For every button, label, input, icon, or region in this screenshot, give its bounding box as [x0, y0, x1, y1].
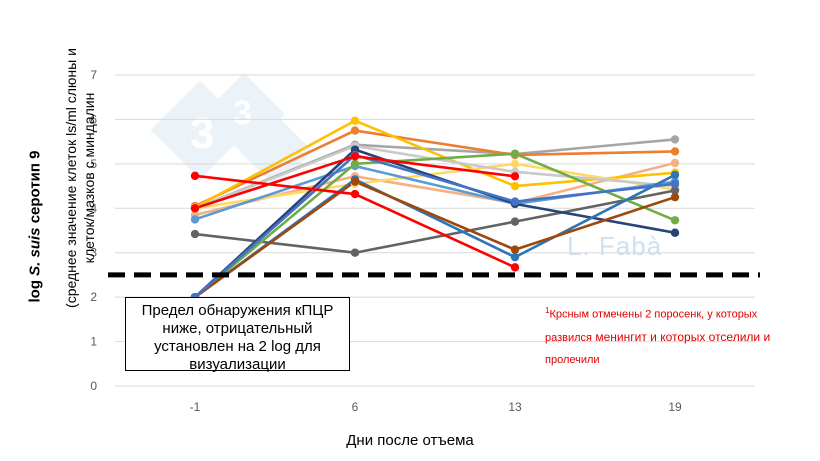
- point-brown: [670, 192, 680, 202]
- point-teal: [670, 179, 680, 189]
- series-line-navy: [194, 148, 676, 299]
- series-line-green: [194, 152, 676, 299]
- point-green: [350, 159, 360, 169]
- point-red-1: [510, 263, 520, 272]
- point-dark-gray: [350, 248, 360, 257]
- y-tick-label: 0: [90, 379, 97, 393]
- note-line-2b: менингит и которых отселили и: [592, 329, 771, 344]
- y-tick-label: 6: [90, 112, 97, 126]
- point-red-1: [190, 171, 200, 181]
- point-navy: [670, 228, 680, 237]
- point-light-orange: [670, 158, 680, 168]
- y-tick-label: 2: [90, 290, 97, 304]
- series-lines: [194, 119, 676, 299]
- point-yellow: [510, 181, 520, 191]
- x-tick-label: -1: [190, 400, 201, 414]
- point-red-2: [510, 172, 520, 181]
- note-line-3: пролечили: [545, 353, 600, 366]
- red-series-note: 1Крсным отмечены 2 поросенк, у которых р…: [545, 300, 800, 371]
- detection-limit-note: Предел обнаружения кПЦР ниже, отрицатель…: [125, 297, 350, 373]
- note-superscript: 1: [545, 306, 550, 315]
- series-line-teal: [194, 153, 676, 299]
- y-tick-label: 7: [90, 68, 97, 82]
- point-dark-gray: [510, 217, 520, 226]
- svg-text:3: 3: [233, 94, 252, 132]
- x-tick-label: 6: [352, 400, 359, 414]
- point-gray: [670, 135, 680, 144]
- point-green: [510, 149, 520, 158]
- point-red-2: [350, 152, 360, 161]
- point-green: [670, 216, 680, 225]
- series-line-orange: [194, 129, 676, 208]
- point-yellow: [350, 116, 360, 125]
- point-red-1: [350, 189, 360, 199]
- series-points: [190, 116, 680, 302]
- point-orange: [350, 126, 360, 135]
- point-light-blue: [190, 215, 200, 224]
- point-brown: [350, 177, 360, 186]
- y-tick-label: 5: [90, 157, 97, 171]
- x-tick-label: 19: [668, 400, 682, 414]
- point-blue: [670, 170, 680, 180]
- x-axis-title: Дни после отъема: [346, 432, 474, 449]
- x-axis-ticks: -1 6 13 19: [190, 400, 682, 414]
- y-tick-label: 1: [90, 335, 97, 349]
- note-line-2a: развился: [545, 331, 593, 344]
- point-brown: [510, 245, 520, 254]
- series-line-brown: [194, 180, 676, 299]
- point-dark-gray: [190, 229, 200, 239]
- watermark-author: L. Fabà: [567, 231, 663, 261]
- svg-text:3: 3: [190, 109, 214, 158]
- point-orange: [670, 147, 680, 156]
- y-tick-label: 3: [90, 246, 97, 260]
- series-line-gold: [194, 162, 676, 210]
- y-tick-label: 4: [90, 201, 97, 215]
- point-teal: [510, 197, 520, 206]
- y-axis-ticks: 0 1 2 3 4 5 6 7: [90, 68, 97, 393]
- note-line-1: Крсным отмечены 2 поросенк, у которых: [549, 308, 758, 321]
- point-blue: [510, 252, 520, 262]
- point-gold: [510, 159, 520, 169]
- x-tick-label: 13: [508, 400, 522, 414]
- point-red-2: [190, 204, 200, 213]
- series-line-dark-gray: [194, 189, 676, 255]
- point-dark-gray: [670, 186, 680, 195]
